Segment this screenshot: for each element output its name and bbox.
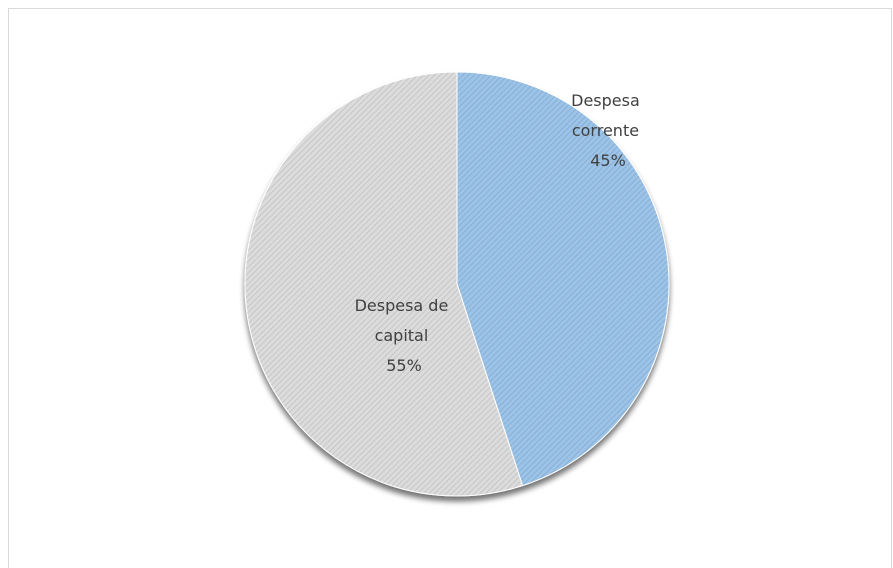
label-capital-percent: 55% <box>386 356 422 375</box>
data-label-capital: Despesa de capital 55% <box>355 296 454 375</box>
pie-slice-despesa-de-capital <box>244 71 524 497</box>
label-corrente-line1: Despesa <box>571 91 640 110</box>
label-capital-line2: capital <box>375 326 429 345</box>
label-corrente-percent: 45% <box>590 151 626 170</box>
data-label-corrente: Despesa corrente 45% <box>571 91 645 170</box>
label-corrente-line2: corrente <box>572 121 639 140</box>
label-capital-line1: Despesa de <box>355 296 449 315</box>
pie-slice-despesa-corrente <box>456 71 670 487</box>
